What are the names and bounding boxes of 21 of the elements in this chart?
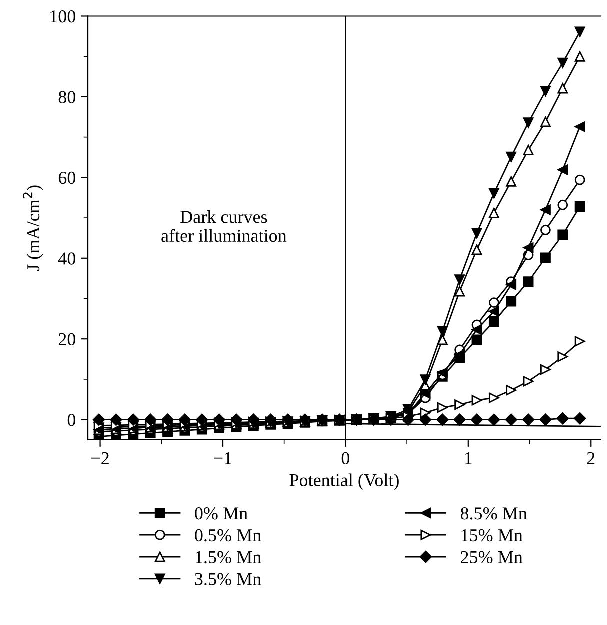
legend-label: 8.5% Mn [460, 508, 528, 520]
legend-label: 1.5% Mn [196, 551, 262, 564]
x-tick-label: −1 [214, 452, 232, 464]
y-tick-label: 20 [58, 333, 76, 346]
y-tick-label: 60 [58, 172, 76, 184]
legend-label: 0% Mn [195, 508, 248, 520]
y-tick-label: 40 [58, 252, 76, 265]
y-tick-label: 0 [68, 414, 76, 426]
legend-label: 3.5% Mn [195, 573, 262, 586]
y-tick-label: 100 [50, 10, 76, 23]
annotation: Dark curves after illumination [162, 210, 287, 242]
legend-label: 25% Mn [461, 551, 523, 564]
x-tick-label: 1 [465, 452, 472, 464]
x-tick-label: 2 [587, 452, 595, 464]
legend-label: 15% Mn [462, 529, 523, 542]
y-tick-label: 80 [58, 91, 76, 104]
x-tick-label: −2 [92, 452, 109, 464]
y-axis-title: J (mA/cm$^{2}$) [23, 186, 44, 271]
legend-label: 0.5% Mn [195, 529, 262, 542]
x-tick-label: 0 [342, 452, 350, 465]
x-axis-title: Potential (Volt) [290, 474, 399, 490]
